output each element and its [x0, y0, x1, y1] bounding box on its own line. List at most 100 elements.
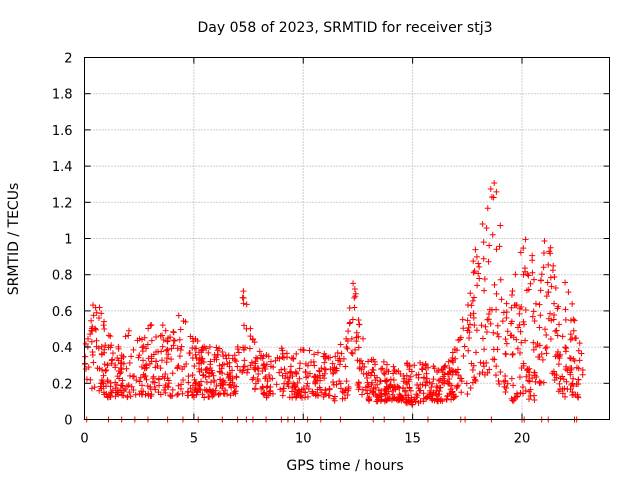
data-point	[562, 316, 569, 323]
data-point	[500, 309, 507, 316]
data-point	[220, 353, 227, 360]
data-point	[105, 332, 112, 339]
data-point	[570, 375, 577, 382]
data-point	[154, 363, 161, 370]
data-point	[93, 337, 100, 344]
data-point	[203, 387, 210, 394]
data-point	[199, 346, 206, 353]
data-point	[104, 361, 111, 368]
data-point	[481, 287, 488, 294]
data-point	[426, 387, 433, 394]
data-point	[96, 387, 103, 394]
data-point	[490, 329, 497, 336]
data-point	[130, 387, 137, 394]
data-point	[415, 371, 422, 378]
data-point	[465, 324, 472, 331]
data-point	[476, 275, 483, 282]
data-point	[518, 339, 525, 346]
data-point	[531, 317, 538, 324]
data-point	[448, 382, 455, 389]
data-point	[414, 392, 421, 399]
data-point	[183, 361, 190, 368]
data-point	[169, 386, 176, 393]
data-point	[493, 363, 500, 370]
data-point	[379, 365, 386, 372]
data-point	[202, 367, 209, 374]
data-point	[374, 381, 381, 388]
data-point	[507, 332, 514, 339]
data-point	[101, 349, 108, 356]
data-point	[576, 357, 583, 364]
data-point	[327, 365, 334, 372]
data-point	[478, 322, 485, 329]
data-point	[243, 301, 250, 308]
data-point	[530, 276, 537, 283]
data-point	[314, 349, 321, 356]
data-point	[559, 385, 566, 392]
x-tick-label: 20	[514, 432, 531, 447]
data-point	[484, 205, 491, 212]
data-point	[205, 349, 212, 356]
data-point	[291, 381, 298, 388]
y-axis-label: SRMTID / TECUs	[6, 183, 22, 296]
data-point	[145, 325, 152, 332]
data-point	[344, 391, 351, 398]
data-point	[551, 300, 558, 307]
data-point	[569, 335, 576, 342]
data-point	[547, 274, 554, 281]
data-point	[537, 277, 544, 284]
data-point	[474, 282, 481, 289]
data-point	[213, 344, 220, 351]
data-point	[153, 333, 160, 340]
data-point	[517, 328, 524, 335]
data-point	[408, 394, 415, 401]
data-point	[536, 378, 543, 385]
data-point	[512, 271, 519, 278]
data-point	[175, 312, 182, 319]
data-point	[552, 328, 559, 335]
data-point	[82, 340, 89, 347]
data-point	[147, 386, 154, 393]
data-point	[133, 377, 140, 384]
data-point	[162, 327, 169, 334]
data-point	[233, 358, 240, 365]
data-point	[382, 391, 389, 398]
data-point	[139, 348, 146, 355]
data-point	[180, 376, 187, 383]
data-point	[174, 391, 181, 398]
data-point	[503, 351, 510, 358]
data-point	[569, 300, 576, 307]
data-point	[140, 371, 147, 378]
data-point	[158, 357, 165, 364]
data-point	[351, 286, 358, 293]
data-point	[522, 307, 529, 314]
data-point	[480, 255, 487, 262]
data-point	[422, 362, 429, 369]
data-point	[102, 367, 109, 374]
data-point	[206, 343, 213, 350]
data-point	[115, 343, 122, 350]
data-point	[296, 375, 303, 382]
data-point	[483, 225, 490, 232]
x-tick-label: 0	[80, 432, 88, 447]
data-point	[485, 311, 492, 318]
data-point	[200, 359, 207, 366]
data-point	[354, 382, 361, 389]
data-point	[419, 366, 426, 373]
data-point	[127, 393, 134, 400]
data-point	[383, 385, 390, 392]
axis-ticks	[84, 57, 610, 420]
data-point	[286, 374, 293, 381]
data-point	[407, 387, 414, 394]
data-point	[383, 361, 390, 368]
data-point	[520, 390, 527, 397]
y-tick-label: 0	[64, 414, 72, 429]
data-point	[445, 358, 452, 365]
data-point	[187, 333, 194, 340]
data-point	[381, 398, 388, 405]
data-point	[216, 345, 223, 352]
data-point	[199, 372, 206, 379]
data-point	[196, 382, 203, 389]
data-point	[82, 360, 89, 367]
data-point	[479, 335, 486, 342]
